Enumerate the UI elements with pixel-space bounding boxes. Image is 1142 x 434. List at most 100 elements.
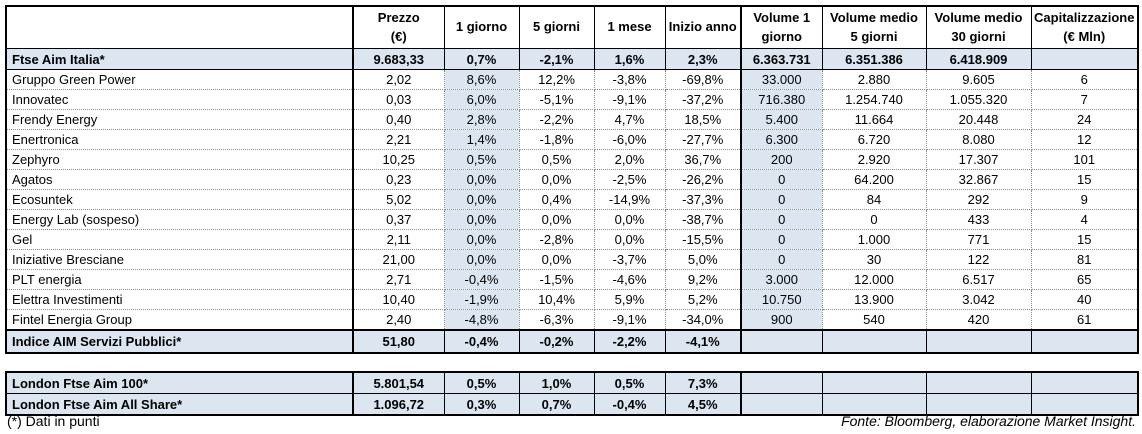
cell: 65 <box>1031 269 1139 290</box>
cell: 0 <box>740 229 823 250</box>
table-row: London Ftse Aim 100* 5.801,54 0,5% 1,0% … <box>5 371 1139 394</box>
cell: 5,9% <box>594 289 666 310</box>
table-row: Gruppo Green Power 2,02 8,6% 12,2% -3,8%… <box>6 69 1139 90</box>
cell: 900 <box>740 309 823 331</box>
col-header-volume-medio-30-giorni: Volume medio 30 giorni <box>925 5 1032 49</box>
cell: -1,5% <box>519 269 595 290</box>
cell: 1,0% <box>518 371 595 394</box>
cell: -38,7% <box>665 209 742 230</box>
cell: 40 <box>1031 289 1139 310</box>
header-row: Prezzo (€) 1 giorno 5 giorni 1 mese Iniz… <box>5 5 1139 49</box>
cell <box>740 329 823 354</box>
table-row: London Ftse Aim All Share* 1.096,72 0,3%… <box>5 393 1139 416</box>
cell: 0,0% <box>444 229 520 250</box>
cell: 0 <box>740 189 823 210</box>
cell <box>1030 393 1139 416</box>
cell: 17.307 <box>926 149 1032 170</box>
cell: 84 <box>822 189 927 210</box>
cell: 1.096,72 <box>352 393 445 416</box>
cell <box>925 329 1032 354</box>
index-row-body: Ftse Aim Italia* 9.683,33 0,7% -2,1% 1,6… <box>5 48 1139 70</box>
cell: -2,2% <box>593 329 666 354</box>
cell: -2,5% <box>594 169 666 190</box>
cell: 4,5% <box>664 393 742 416</box>
col-header-5-giorni: 5 giorni <box>518 5 595 49</box>
cell <box>740 371 823 394</box>
table-row: Agatos 0,23 0,0% 0,0% -2,5% -26,2% 0 64.… <box>6 169 1139 190</box>
table-row: Elettra Investimenti 10,40 -1,9% 10,4% 5… <box>6 289 1139 310</box>
cell: 81 <box>1031 249 1139 270</box>
cell: -1,8% <box>519 129 595 150</box>
cell: 9,2% <box>665 269 742 290</box>
cell: 1,4% <box>444 129 520 150</box>
row-name: Zephyro <box>6 149 354 170</box>
cell <box>740 393 823 416</box>
cell: -5,1% <box>519 89 595 110</box>
cell: -14,9% <box>594 189 666 210</box>
cell: 6.363.731 <box>740 48 823 70</box>
cell: 6.300 <box>740 129 823 150</box>
cell: 5,2% <box>665 289 742 310</box>
row-name: Gruppo Green Power <box>6 69 354 90</box>
cell: 30 <box>822 249 927 270</box>
cell <box>1030 371 1139 394</box>
cell: 0,0% <box>519 169 595 190</box>
cell: 1.055.320 <box>926 89 1032 110</box>
cell: 2,02 <box>352 69 445 90</box>
cell: -1,9% <box>444 289 520 310</box>
cell: 3.000 <box>740 269 823 290</box>
cell: 0,0% <box>519 209 595 230</box>
cell <box>925 371 1032 394</box>
cell: 2,0% <box>594 149 666 170</box>
cell: 1.000 <box>822 229 927 250</box>
cell: -34,0% <box>665 309 742 331</box>
row-name: Energy Lab (sospeso) <box>6 209 354 230</box>
cell: -0,2% <box>518 329 595 354</box>
row-name: PLT energia <box>6 269 354 290</box>
cell: 9.605 <box>926 69 1032 90</box>
cell: 0,5% <box>593 371 666 394</box>
cell: -15,5% <box>665 229 742 250</box>
cell: 12,2% <box>519 69 595 90</box>
row-name: Ecosuntek <box>6 189 354 210</box>
col-header-inizio-anno: Inizio anno <box>664 5 742 49</box>
cell: -0,4% <box>444 269 520 290</box>
cell: -27,7% <box>665 129 742 150</box>
cell: 5.400 <box>740 109 823 130</box>
cell: 0,0% <box>519 249 595 270</box>
table-row: Energy Lab (sospeso) 0,37 0,0% 0,0% 0,0%… <box>6 209 1139 230</box>
cell: 18,5% <box>665 109 742 130</box>
cell: 0 <box>740 169 823 190</box>
cell: -3,7% <box>594 249 666 270</box>
table-row: Fintel Energia Group 2,40 -4,8% -6,3% -9… <box>6 309 1139 331</box>
cell: 0,40 <box>352 109 445 130</box>
row-name: London Ftse Aim All Share* <box>5 393 354 416</box>
cell: -3,8% <box>594 69 666 90</box>
cell: -2,2% <box>519 109 595 130</box>
cell: 0,0% <box>444 169 520 190</box>
cell: 8.080 <box>926 129 1032 150</box>
cell: -2,1% <box>518 48 595 70</box>
cell: 0 <box>822 209 927 230</box>
table-row: Ecosuntek 5,02 0,0% 0,4% -14,9% -37,3% 0… <box>6 189 1139 210</box>
cell: 6.720 <box>822 129 927 150</box>
cell: -2,8% <box>519 229 595 250</box>
col-header-capitalizzazione: Capitalizzazione (€ Mln) <box>1030 5 1139 49</box>
cell: 11.664 <box>822 109 927 130</box>
table-row: Zephyro 10,25 0,5% 0,5% 2,0% 36,7% 200 2… <box>6 149 1139 170</box>
cell: 0,37 <box>352 209 445 230</box>
cell: 5,0% <box>665 249 742 270</box>
cell: 1.254.740 <box>822 89 927 110</box>
cell: -37,2% <box>665 89 742 110</box>
cell: 6 <box>1031 69 1139 90</box>
footnote: (*) Dati in punti <box>7 413 100 429</box>
row-name: Agatos <box>6 169 354 190</box>
cell: 2,8% <box>444 109 520 130</box>
cell: -6,0% <box>594 129 666 150</box>
cell: 0,0% <box>444 209 520 230</box>
cell: -9,1% <box>594 309 666 331</box>
col-header-1-giorno: 1 giorno <box>443 5 520 49</box>
cell: 0,4% <box>519 189 595 210</box>
col-header-volume-1-giorno: Volume 1 giorno <box>740 5 823 49</box>
table-row: PLT energia 2,71 -0,4% -1,5% -4,6% 9,2% … <box>6 269 1139 290</box>
